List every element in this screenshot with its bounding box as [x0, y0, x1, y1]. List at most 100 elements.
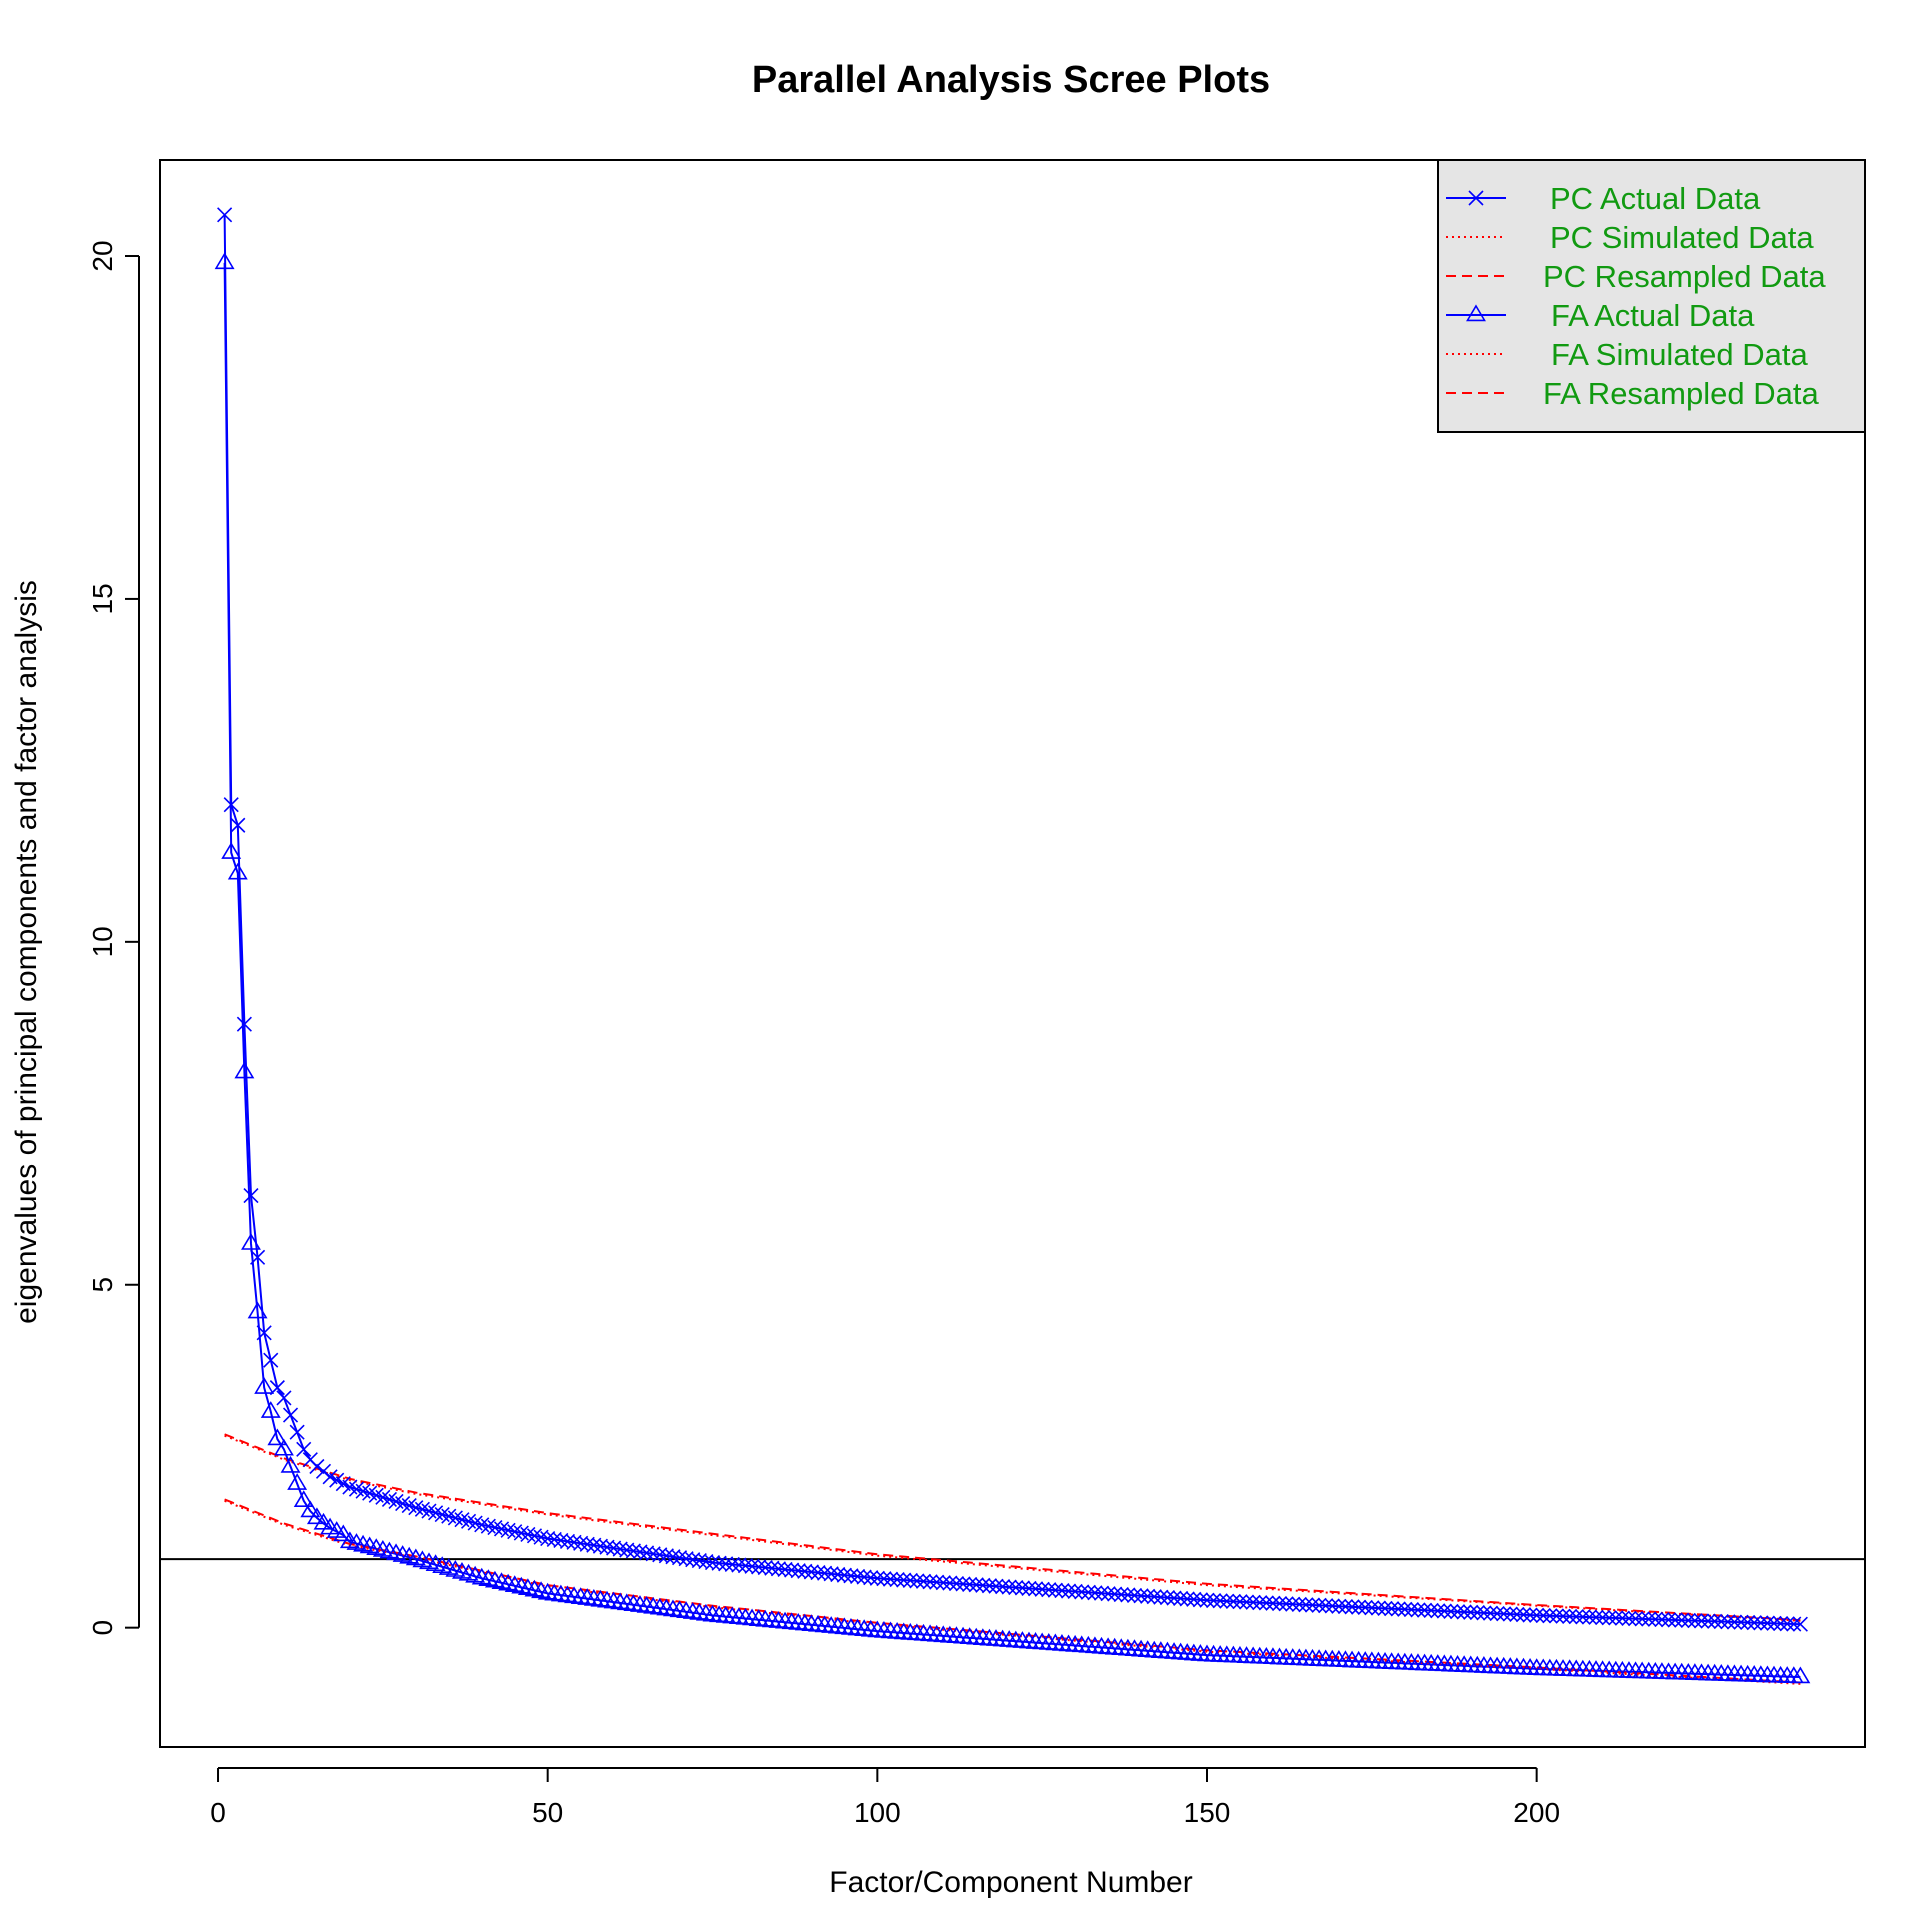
data-point [379, 1541, 400, 1559]
data-point [678, 1551, 694, 1567]
data-point [948, 1575, 965, 1592]
data-point [1634, 1611, 1650, 1627]
data-point [1384, 1601, 1400, 1617]
data-point [1344, 1599, 1360, 1615]
data-point [922, 1574, 938, 1590]
data-point [474, 1517, 490, 1533]
data-point [942, 1575, 958, 1591]
data-point [676, 1601, 697, 1619]
data-point [1641, 1611, 1657, 1627]
data-point [309, 1458, 325, 1475]
data-point [273, 1438, 294, 1456]
data-point [691, 1553, 707, 1569]
data-point [652, 1547, 668, 1563]
data-point [1548, 1608, 1565, 1624]
data-point [487, 1519, 503, 1536]
data-point [981, 1578, 997, 1594]
data-point [1423, 1602, 1439, 1619]
data-point [1660, 1612, 1677, 1628]
data-point [250, 1249, 266, 1265]
y-tick-label: 15 [87, 583, 118, 614]
data-point [1034, 1581, 1050, 1597]
data-point [1060, 1583, 1077, 1599]
data-point [1238, 1594, 1255, 1610]
data-point [1496, 1606, 1512, 1622]
data-point [1232, 1594, 1248, 1610]
data-point [988, 1578, 1004, 1594]
data-point [577, 1588, 598, 1605]
data-point [656, 1598, 677, 1616]
data-point [1588, 1609, 1604, 1625]
data-point [1720, 1614, 1736, 1630]
data-point [1614, 1610, 1630, 1626]
data-point [557, 1585, 578, 1603]
data-point [353, 1534, 374, 1552]
data-point [241, 1233, 261, 1250]
data-point [1219, 1593, 1235, 1609]
data-point [1581, 1609, 1597, 1625]
data-point [399, 1546, 420, 1564]
data-point [630, 1595, 650, 1612]
data-point [737, 1558, 754, 1574]
data-point [1522, 1607, 1538, 1623]
data-point [386, 1543, 406, 1561]
data-point [550, 1584, 571, 1602]
data-point [511, 1576, 532, 1594]
data-point [491, 1572, 512, 1590]
data-point [1370, 1600, 1386, 1616]
data-point [517, 1578, 538, 1596]
data-point [234, 1061, 255, 1079]
data-point [544, 1583, 565, 1601]
data-point [564, 1586, 585, 1604]
data-point [863, 1570, 879, 1586]
data-point [306, 1507, 327, 1525]
data-point [217, 207, 233, 223]
data-point [889, 1572, 905, 1588]
data-point [1047, 1582, 1063, 1598]
data-point [1166, 1590, 1182, 1606]
y-tick-label: 20 [87, 240, 118, 271]
data-point [531, 1581, 552, 1599]
legend-label: FA Actual Data [1551, 298, 1755, 333]
legend-label: FA Resampled Data [1543, 376, 1819, 411]
data-point [790, 1563, 806, 1579]
data-point [1008, 1579, 1024, 1596]
series-points [214, 252, 1811, 1684]
data-point [636, 1595, 657, 1613]
data-point [682, 1602, 703, 1619]
data-point [1278, 1596, 1294, 1612]
data-point [1449, 1604, 1466, 1620]
y-tick-label: 5 [87, 1277, 118, 1293]
data-point [1509, 1606, 1525, 1622]
data-point [1746, 1615, 1762, 1631]
data-point [1529, 1607, 1545, 1623]
data-point [500, 1522, 516, 1538]
data-point [1100, 1586, 1116, 1602]
data-point [1766, 1615, 1782, 1631]
x-tick-label: 200 [1513, 1797, 1560, 1828]
data-point [256, 1325, 272, 1341]
data-point [770, 1561, 787, 1577]
data-point [1087, 1585, 1103, 1601]
data-point [975, 1577, 991, 1593]
data-point [223, 797, 239, 813]
data-point [1693, 1613, 1710, 1629]
series-markers [214, 207, 1811, 1684]
data-point [1482, 1605, 1499, 1621]
data-point [1417, 1602, 1433, 1618]
data-point [962, 1576, 978, 1592]
x-tick-label: 100 [854, 1797, 901, 1828]
data-point [296, 1441, 312, 1457]
data-point [566, 1534, 582, 1550]
data-point [1608, 1610, 1624, 1626]
data-point [280, 1455, 301, 1473]
legend-label: PC Resampled Data [1543, 259, 1826, 294]
data-point [553, 1532, 569, 1548]
data-point [695, 1603, 716, 1621]
data-point [1245, 1594, 1261, 1610]
data-point [1489, 1605, 1505, 1622]
data-point [573, 1535, 589, 1551]
data-point [471, 1567, 492, 1585]
data-point [1759, 1615, 1775, 1631]
data-point [1542, 1608, 1558, 1624]
